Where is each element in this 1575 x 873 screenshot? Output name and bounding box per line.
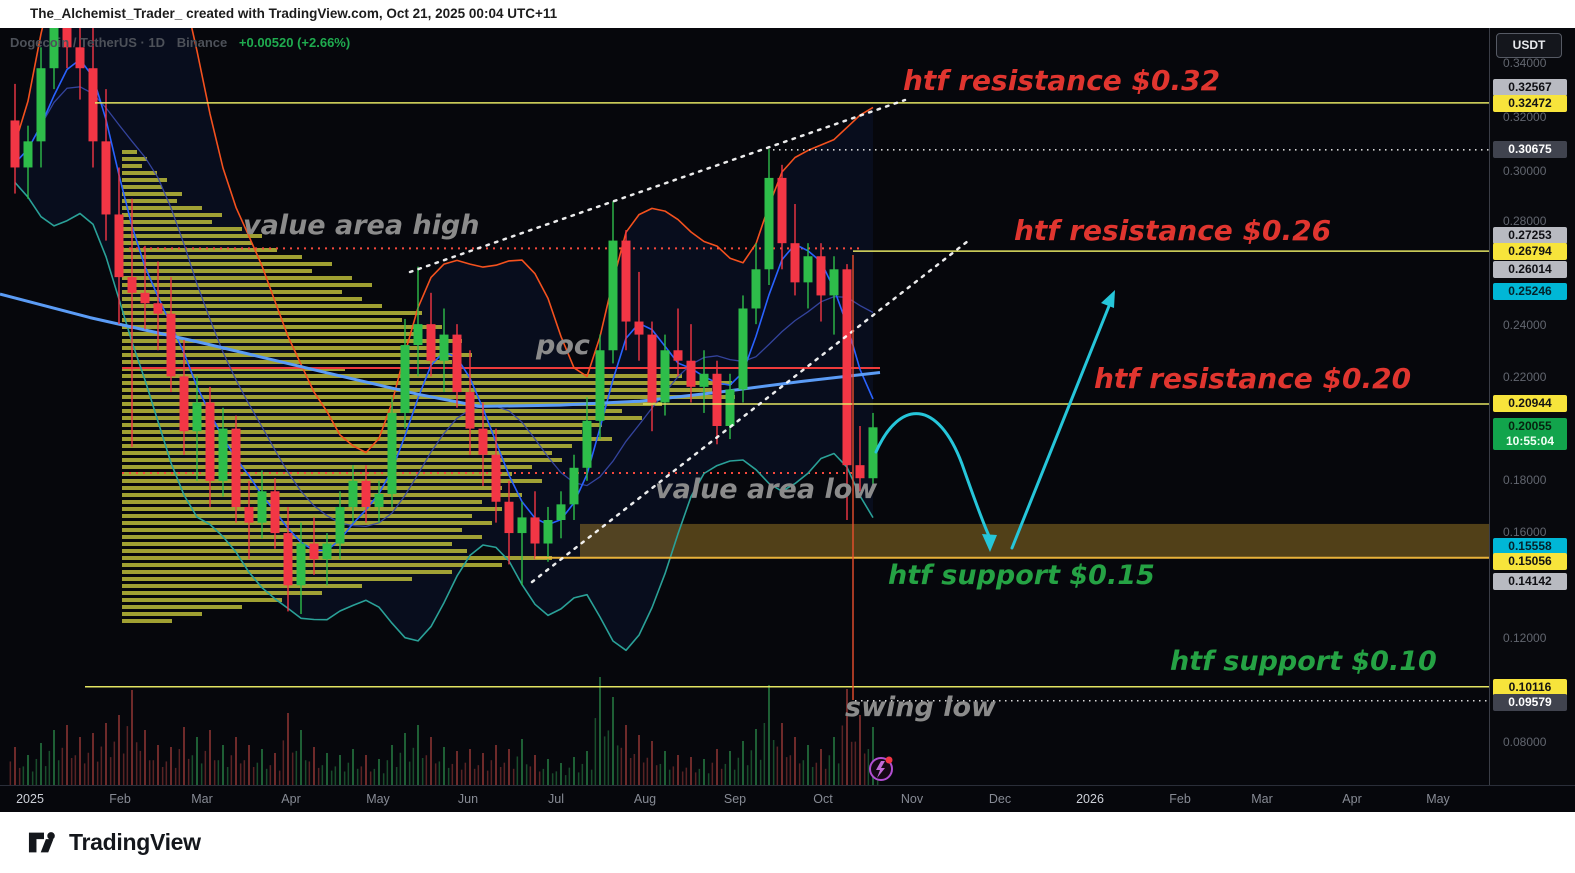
- price-badge-0.10116: 0.10116: [1493, 679, 1567, 696]
- annotation-htf-resistance-0-26[interactable]: htf resistance $0.26: [1014, 214, 1332, 247]
- annotation-htf-support-0-10[interactable]: htf support $0.10: [1170, 646, 1437, 677]
- price-axis[interactable]: USDT 0.34000 0.32000 0.30000 0.28000 0.24000…: [1489, 28, 1575, 812]
- price-badge-0.32472: 0.32472: [1493, 95, 1567, 112]
- axis-tick: 0.18000: [1503, 473, 1547, 487]
- header-credit: The_Alchemist_Trader_ created with Tradi…: [0, 0, 1575, 28]
- price-badge-0.25246: 0.25246: [1493, 283, 1567, 300]
- price-badge-0.32567: 0.32567: [1493, 79, 1567, 96]
- axis-tick: 0.30000: [1503, 164, 1547, 178]
- price-badge-0.27253: 0.27253: [1493, 227, 1567, 244]
- annotation-htf-resistance-0-32[interactable]: htf resistance $0.32: [903, 64, 1221, 97]
- time-label-Mar: Mar: [191, 792, 213, 806]
- chart-area[interactable]: Dogecoin / TetherUS · 1D Binance +0.0052…: [0, 28, 1575, 812]
- time-label-2025: 2025: [16, 792, 44, 806]
- time-label-Jul: Jul: [548, 792, 564, 806]
- price-pane[interactable]: [0, 28, 1489, 785]
- price-badge-0.09579: 0.09579: [1493, 694, 1567, 711]
- time-label-Aug: Aug: [633, 792, 657, 806]
- annotation-value-area-low[interactable]: value area low: [655, 474, 878, 505]
- tradingview-logo-icon: [28, 832, 55, 853]
- symbol-legend[interactable]: Dogecoin / TetherUS · 1D Binance +0.0052…: [10, 35, 350, 50]
- axis-tick: 0.34000: [1503, 56, 1547, 70]
- annotation-value-area-high[interactable]: value area high: [243, 210, 480, 241]
- time-label-Jun: Jun: [457, 792, 479, 806]
- annotation-poc[interactable]: poc: [536, 330, 590, 361]
- axis-tick: 0.16000: [1503, 525, 1547, 539]
- annotation-htf-support-0-15[interactable]: htf support $0.15: [888, 560, 1155, 591]
- time-axis[interactable]: 2025 Feb Mar Apr May Jun Jul Aug Sep Oct Nov Dec 202…: [0, 785, 1575, 812]
- price-badge-0.15558: 0.15558: [1493, 538, 1567, 555]
- exchange-label: Binance: [176, 35, 228, 50]
- axis-tick: 0.24000: [1503, 318, 1547, 332]
- annotation-htf-resistance-0-20[interactable]: htf resistance $0.20: [1094, 362, 1412, 395]
- currency-button[interactable]: USDT: [1496, 33, 1562, 58]
- time-label-Apr: Apr: [1342, 792, 1362, 806]
- price-badge-0.15056: 0.15056: [1493, 553, 1567, 570]
- price-badge-0.14142: 0.14142: [1493, 573, 1567, 590]
- axis-tick: 0.32000: [1503, 110, 1547, 124]
- price-badge-0.20055: 0.20055 10:55:04: [1493, 418, 1567, 450]
- footer-brand: TradingView: [69, 828, 201, 855]
- time-label-May: May: [366, 792, 390, 806]
- price-badge-0.26014: 0.26014: [1493, 261, 1567, 278]
- price-badge-0.30675: 0.30675: [1493, 141, 1567, 158]
- footer-bar: TradingView: [0, 812, 1575, 873]
- annotation-swing-low[interactable]: swing low: [845, 692, 996, 723]
- axis-tick: 0.08000: [1503, 735, 1547, 749]
- axis-tick: 0.28000: [1503, 214, 1547, 228]
- time-label-Feb: Feb: [1169, 792, 1191, 806]
- time-label-Apr: Apr: [281, 792, 301, 806]
- time-label-Feb: Feb: [109, 792, 131, 806]
- price-change: +0.00520 (+2.66%): [238, 35, 351, 50]
- price-badge-0.26794: 0.26794: [1493, 243, 1567, 260]
- time-label-Sep: Sep: [723, 792, 747, 806]
- symbol-title: Dogecoin / TetherUS · 1D: [10, 35, 166, 50]
- time-label-Oct: Oct: [813, 792, 833, 806]
- time-label-May: May: [1426, 792, 1450, 806]
- time-label-Nov: Nov: [900, 792, 924, 806]
- time-label-2026: 2026: [1076, 792, 1104, 806]
- axis-tick: 0.12000: [1503, 631, 1547, 645]
- price-badge-0.20944: 0.20944: [1493, 395, 1567, 412]
- axis-tick: 0.22000: [1503, 370, 1547, 384]
- flash-event-icon[interactable]: [869, 756, 893, 781]
- time-label-Dec: Dec: [988, 792, 1012, 806]
- time-label-Mar: Mar: [1251, 792, 1273, 806]
